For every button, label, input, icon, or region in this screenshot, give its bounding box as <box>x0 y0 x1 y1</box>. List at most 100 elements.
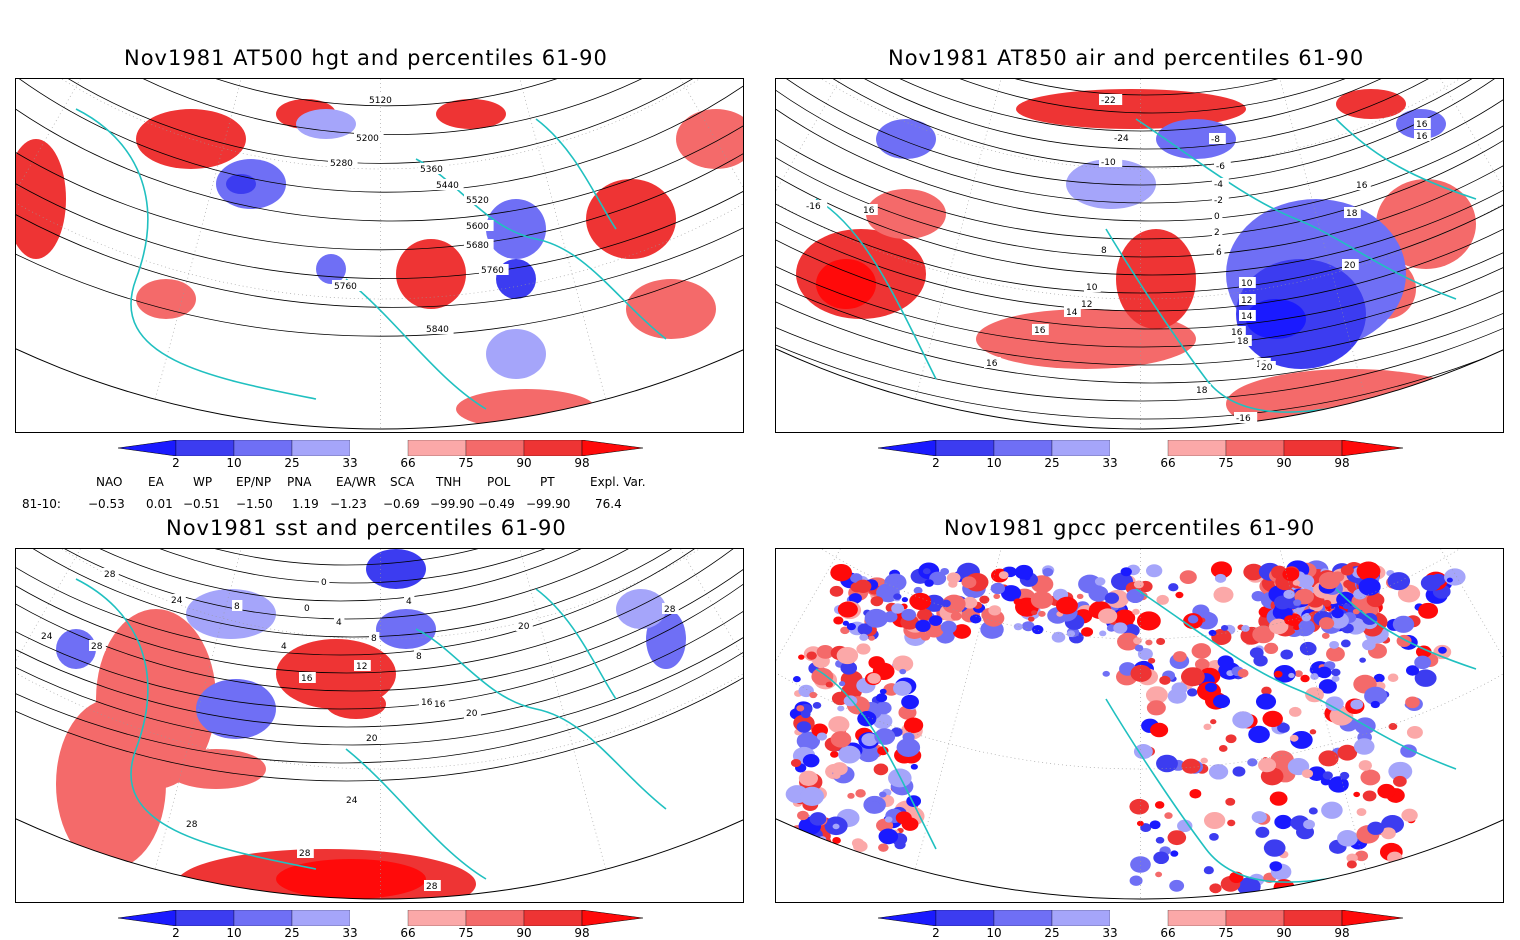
contour-line <box>16 79 743 136</box>
precip-cell <box>1391 866 1402 875</box>
precip-cell <box>788 837 807 853</box>
contour-label: 16 <box>1416 120 1428 130</box>
contour-line <box>16 549 743 782</box>
panel3-title: Nov1981 sst and percentiles 61-90 <box>166 516 567 540</box>
precip-cell <box>1329 706 1354 726</box>
contour-label: 16 <box>1416 132 1428 142</box>
precip-cell <box>1346 853 1358 863</box>
contour-line <box>16 79 743 193</box>
precip-cell <box>1076 593 1084 600</box>
precip-cell <box>833 616 844 625</box>
precip-cell <box>800 710 811 719</box>
colorbar-air850: 2 10 25 33 66 75 90 98 <box>877 439 1404 472</box>
colorbar-label: 75 <box>1218 456 1234 470</box>
contour-label: 12 <box>1241 296 1252 306</box>
anomaly-area <box>1156 119 1236 159</box>
contour-label: 28 <box>299 849 311 859</box>
precip-cell <box>840 661 858 675</box>
precip-cell <box>1164 812 1173 819</box>
precip-cell <box>1356 561 1381 581</box>
contour-label: 5360 <box>420 165 443 175</box>
precip-cell <box>838 681 846 687</box>
contour-label: 5600 <box>466 222 489 232</box>
index-value: 0.01 <box>146 497 173 511</box>
contour-line <box>16 549 743 638</box>
precip-cell <box>806 651 817 660</box>
precip-cell <box>1358 577 1381 596</box>
index-value: −0.51 <box>183 497 220 511</box>
colorbar-label: 75 <box>458 456 474 470</box>
precip-cell <box>1340 639 1351 648</box>
map-panel-sst: 2824242808044848121616202024282828162028… <box>15 548 744 903</box>
precip-cell <box>1273 664 1296 683</box>
precip-cell <box>903 717 924 733</box>
colorbar-label: 2 <box>932 926 940 940</box>
colorbar-label: 90 <box>1276 456 1292 470</box>
contour-label: 0 <box>304 604 310 614</box>
anomaly-area <box>626 279 716 339</box>
precip-cell <box>1387 673 1399 682</box>
anomaly-area <box>876 119 936 159</box>
precip-cell <box>790 758 802 768</box>
contour-line <box>16 549 743 728</box>
precip-cell <box>1221 625 1229 631</box>
precip-cell <box>885 578 898 588</box>
contour-line <box>776 79 1503 420</box>
precip-cell <box>979 595 990 604</box>
precip-cell <box>1232 711 1254 729</box>
anomaly-area <box>136 279 196 319</box>
precip-cell <box>1318 750 1339 767</box>
map-boundary <box>776 818 1503 900</box>
precip-cell <box>1203 723 1212 731</box>
index-header: TNH <box>436 475 462 489</box>
precip-cell <box>859 633 869 641</box>
precip-cell <box>875 693 888 703</box>
contour-label: 4 <box>406 597 412 607</box>
precip-cell <box>1354 850 1369 862</box>
precip-cell <box>1117 632 1140 651</box>
colorbar-box <box>1051 909 1111 927</box>
anomaly-area <box>676 109 743 169</box>
precip-cell <box>1248 725 1270 744</box>
precip-cell <box>915 619 931 633</box>
precip-cell <box>1340 565 1354 576</box>
precip-cell <box>901 694 919 710</box>
precip-cell <box>909 592 932 610</box>
colorbar-box <box>935 909 995 927</box>
precip-cell <box>1292 579 1300 586</box>
colorbar-label: 98 <box>1334 926 1350 940</box>
colorbar-label: 25 <box>1044 456 1060 470</box>
precip-cell <box>1322 771 1333 780</box>
precip-cell <box>1181 758 1201 774</box>
index-header: EP/NP <box>236 475 272 489</box>
contour-label: 28 <box>104 570 116 580</box>
precip-cell <box>1337 829 1358 847</box>
precip-cell <box>1318 571 1341 590</box>
precip-cell <box>1038 610 1046 617</box>
precip-cell <box>1088 585 1109 602</box>
precip-cell <box>1179 570 1197 584</box>
precip-cell <box>1269 861 1283 872</box>
precip-cell <box>1175 591 1184 599</box>
precip-cell <box>855 789 866 798</box>
precip-cell <box>879 688 887 695</box>
contour-line <box>776 79 1503 204</box>
contour-line <box>776 79 1503 276</box>
colorbar-label: 66 <box>400 456 416 470</box>
precip-cell <box>1209 883 1222 894</box>
colorbar-arrow-left <box>117 439 177 457</box>
precip-cell <box>1136 820 1144 827</box>
precip-cell <box>1013 598 1023 606</box>
precip-cell <box>896 738 921 757</box>
contour-label: 8 <box>1101 246 1107 256</box>
precip-cell <box>1021 621 1035 632</box>
anomaly-area <box>376 609 436 649</box>
colorbar-box <box>1110 440 1168 456</box>
contour-line <box>16 79 743 337</box>
precip-cell <box>988 605 1002 616</box>
precip-cell <box>1268 618 1289 635</box>
colorbar-box <box>993 439 1053 457</box>
precip-cell <box>1264 642 1279 655</box>
precip-cell <box>1420 574 1442 592</box>
precip-cell <box>857 710 877 727</box>
